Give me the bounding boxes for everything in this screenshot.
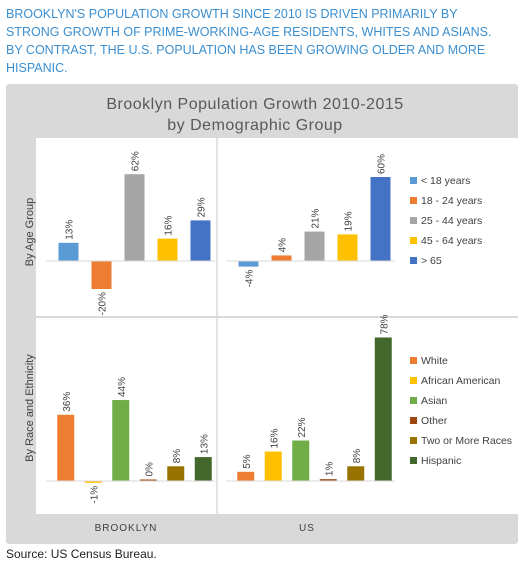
bar-brooklyn-1-3	[139, 479, 157, 481]
bar-brooklyn-0-3	[157, 238, 178, 261]
data-label-us-0-3: 19%	[344, 211, 355, 231]
legend-swatch-1-2	[410, 397, 417, 404]
headline: BROOKLYN'S POPULATION GROWTH SINCE 2010 …	[6, 7, 492, 75]
data-label-us-1-1: 16%	[269, 428, 280, 448]
data-label-brooklyn-1-4: 8%	[172, 449, 183, 464]
legend-swatch-1-3	[410, 417, 417, 424]
bar-brooklyn-0-2	[124, 174, 145, 261]
bar-us-1-3	[319, 479, 337, 481]
bar-brooklyn-1-4	[167, 466, 185, 481]
legend-swatch-0-2	[410, 217, 417, 224]
data-label-brooklyn-0-4: 29%	[197, 197, 208, 217]
legend-label-1-1: African American	[421, 375, 501, 387]
legend-area-age	[398, 138, 518, 316]
column-label-us: US	[299, 523, 315, 534]
bar-brooklyn-1-5	[194, 457, 212, 481]
bar-us-1-5	[374, 337, 392, 481]
data-label-brooklyn-0-0: 13%	[65, 220, 76, 240]
data-label-brooklyn-1-2: 44%	[117, 377, 128, 397]
legend-label-0-0: < 18 years	[421, 175, 470, 187]
legend-swatch-0-1	[410, 197, 417, 204]
data-label-us-0-0: -4%	[245, 270, 256, 288]
row-label-race: By Race and Ethnicity	[24, 354, 36, 462]
data-label-us-1-5: 78%	[379, 314, 390, 334]
legend-label-1-0: White	[421, 355, 448, 367]
legend-swatch-0-3	[410, 237, 417, 244]
bar-us-0-0	[238, 261, 259, 267]
chart-subtitle: by Demographic Group	[167, 117, 342, 134]
legend-label-0-2: 25 - 44 years	[421, 215, 482, 227]
bar-brooklyn-0-1	[91, 261, 112, 289]
data-label-us-1-0: 5%	[242, 454, 253, 469]
legend-swatch-1-1	[410, 377, 417, 384]
data-label-us-0-4: 60%	[377, 154, 388, 174]
legend-swatch-1-4	[410, 437, 417, 444]
data-label-us-1-4: 8%	[352, 449, 363, 464]
data-label-us-1-3: 1%	[324, 462, 335, 477]
legend-label-1-4: Two or More Races	[421, 435, 512, 447]
legend-label-1-5: Hispanic	[421, 455, 461, 467]
bar-us-0-1	[271, 255, 292, 261]
bar-us-1-4	[347, 466, 365, 481]
data-label-us-1-2: 22%	[297, 417, 308, 437]
data-label-brooklyn-1-1: -1%	[89, 486, 100, 504]
bar-us-0-4	[370, 177, 391, 261]
legend-label-0-1: 18 - 24 years	[421, 195, 482, 207]
data-label-brooklyn-1-3: 0%	[144, 462, 155, 477]
bar-brooklyn-1-0	[57, 414, 75, 481]
data-label-brooklyn-0-1: -20%	[98, 292, 109, 315]
chart-title: Brooklyn Population Growth 2010-2015	[106, 96, 403, 113]
bar-us-1-0	[237, 471, 255, 481]
legend-label-1-3: Other	[421, 415, 448, 427]
legend-label-1-2: Asian	[421, 395, 447, 407]
legend-area-race	[398, 318, 518, 514]
data-label-brooklyn-1-5: 13%	[199, 434, 210, 454]
source-note: Source: US Census Bureau.	[6, 547, 157, 561]
data-label-brooklyn-0-3: 16%	[164, 215, 175, 235]
bar-brooklyn-1-1	[84, 481, 102, 483]
data-label-brooklyn-1-0: 36%	[62, 392, 73, 412]
bar-us-0-2	[304, 231, 325, 261]
bar-us-1-2	[292, 440, 310, 481]
bar-us-0-3	[337, 234, 358, 261]
bar-us-1-1	[264, 451, 282, 481]
data-label-us-0-2: 21%	[311, 208, 322, 228]
column-label-brooklyn: BROOKLYN	[95, 523, 158, 534]
legend-swatch-0-0	[410, 177, 417, 184]
legend-swatch-0-4	[410, 257, 417, 264]
data-label-brooklyn-0-2: 62%	[131, 151, 142, 171]
legend-label-0-4: > 65	[421, 255, 442, 267]
bar-brooklyn-0-4	[190, 220, 211, 261]
bar-brooklyn-1-2	[112, 400, 130, 481]
bar-brooklyn-0-0	[58, 242, 79, 261]
data-label-us-0-1: 4%	[278, 238, 289, 253]
legend-swatch-1-5	[410, 457, 417, 464]
row-label-age: By Age Group	[24, 198, 36, 267]
legend-label-0-3: 45 - 64 years	[421, 235, 482, 247]
legend-swatch-1-0	[410, 357, 417, 364]
